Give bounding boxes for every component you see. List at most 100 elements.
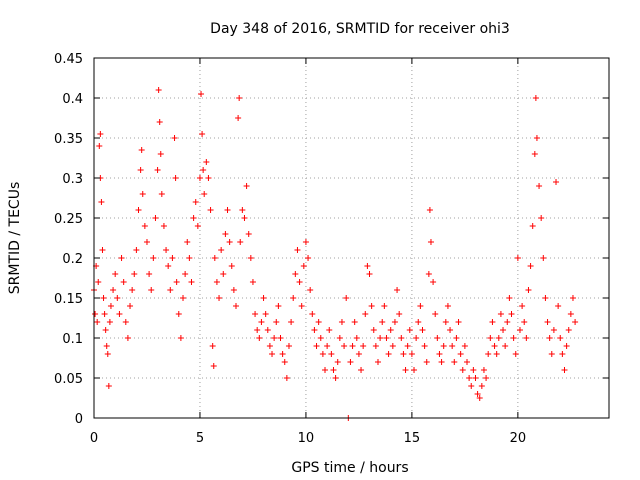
- data-point: [154, 167, 161, 173]
- data-point: [258, 319, 265, 325]
- data-point: [275, 303, 282, 309]
- data-point: [157, 151, 164, 157]
- data-point: [411, 367, 418, 373]
- data-point: [94, 319, 101, 325]
- data-point: [430, 279, 437, 285]
- data-point: [569, 295, 576, 301]
- data-point: [438, 359, 445, 365]
- plot-frame: [93, 57, 610, 419]
- data-point: [105, 383, 112, 389]
- data-point: [296, 279, 303, 285]
- data-point: [516, 327, 523, 333]
- data-point: [184, 239, 191, 245]
- data-point: [133, 247, 140, 253]
- data-point: [277, 335, 284, 341]
- data-point: [220, 271, 227, 277]
- data-point: [561, 367, 568, 373]
- data-point: [290, 295, 297, 301]
- data-point: [519, 303, 526, 309]
- data-point: [483, 375, 490, 381]
- data-point: [328, 351, 335, 357]
- data-point: [521, 319, 528, 325]
- data-point: [565, 327, 572, 333]
- data-point: [160, 223, 167, 229]
- data-point: [364, 263, 371, 269]
- data-point: [485, 351, 492, 357]
- data-point: [444, 303, 451, 309]
- data-point: [381, 303, 388, 309]
- data-point: [95, 279, 102, 285]
- data-point: [163, 247, 170, 253]
- data-point: [470, 367, 477, 373]
- x-tick-label: 10: [298, 431, 315, 446]
- data-point: [408, 351, 415, 357]
- data-point: [506, 295, 513, 301]
- data-point: [466, 375, 473, 381]
- data-point: [102, 327, 109, 333]
- data-point: [200, 167, 207, 173]
- data-point: [309, 311, 316, 317]
- data-point: [201, 191, 208, 197]
- y-tick-label: 0.35: [54, 132, 83, 147]
- data-point: [334, 359, 341, 365]
- data-point: [273, 319, 280, 325]
- data-point: [544, 319, 551, 325]
- data-point: [474, 391, 481, 397]
- data-point: [213, 279, 220, 285]
- data-point: [100, 295, 107, 301]
- data-point: [150, 255, 157, 261]
- data-point: [402, 367, 409, 373]
- data-point: [283, 375, 290, 381]
- data-point: [236, 95, 243, 101]
- data-point: [478, 383, 485, 389]
- data-point: [118, 255, 125, 261]
- data-point: [406, 327, 413, 333]
- data-point: [237, 239, 244, 245]
- data-point: [383, 335, 390, 341]
- data-point: [385, 351, 392, 357]
- data-point: [555, 303, 562, 309]
- data-point: [326, 327, 333, 333]
- data-point: [116, 311, 123, 317]
- data-point: [228, 263, 235, 269]
- data-point: [508, 311, 515, 317]
- data-point: [298, 303, 305, 309]
- data-point: [398, 335, 405, 341]
- data-point: [148, 287, 155, 293]
- data-point: [512, 351, 519, 357]
- data-point: [362, 311, 369, 317]
- data-point: [122, 319, 129, 325]
- data-point: [207, 207, 214, 213]
- data-point: [426, 207, 433, 213]
- data-point: [464, 359, 471, 365]
- data-point: [455, 319, 462, 325]
- data-point: [232, 303, 239, 309]
- data-point: [224, 207, 231, 213]
- data-point: [279, 351, 286, 357]
- data-point: [493, 351, 500, 357]
- data-point: [502, 343, 509, 349]
- data-point: [313, 343, 320, 349]
- data-point: [182, 271, 189, 277]
- data-point: [538, 215, 545, 221]
- data-point: [315, 319, 322, 325]
- data-point: [391, 319, 398, 325]
- data-point: [139, 191, 146, 197]
- data-point: [190, 215, 197, 221]
- data-point: [114, 295, 121, 301]
- data-point: [377, 335, 384, 341]
- data-point: [218, 247, 225, 253]
- data-point: [146, 271, 153, 277]
- y-tick-label: 0.05: [54, 372, 83, 387]
- data-point: [305, 255, 312, 261]
- data-point: [127, 303, 134, 309]
- data-point: [453, 335, 460, 341]
- data-point: [103, 343, 110, 349]
- x-tick-label: 0: [90, 431, 98, 446]
- data-point: [131, 271, 138, 277]
- data-point: [307, 287, 314, 293]
- data-point: [423, 359, 430, 365]
- grid-lines: [94, 58, 609, 418]
- data-point: [436, 351, 443, 357]
